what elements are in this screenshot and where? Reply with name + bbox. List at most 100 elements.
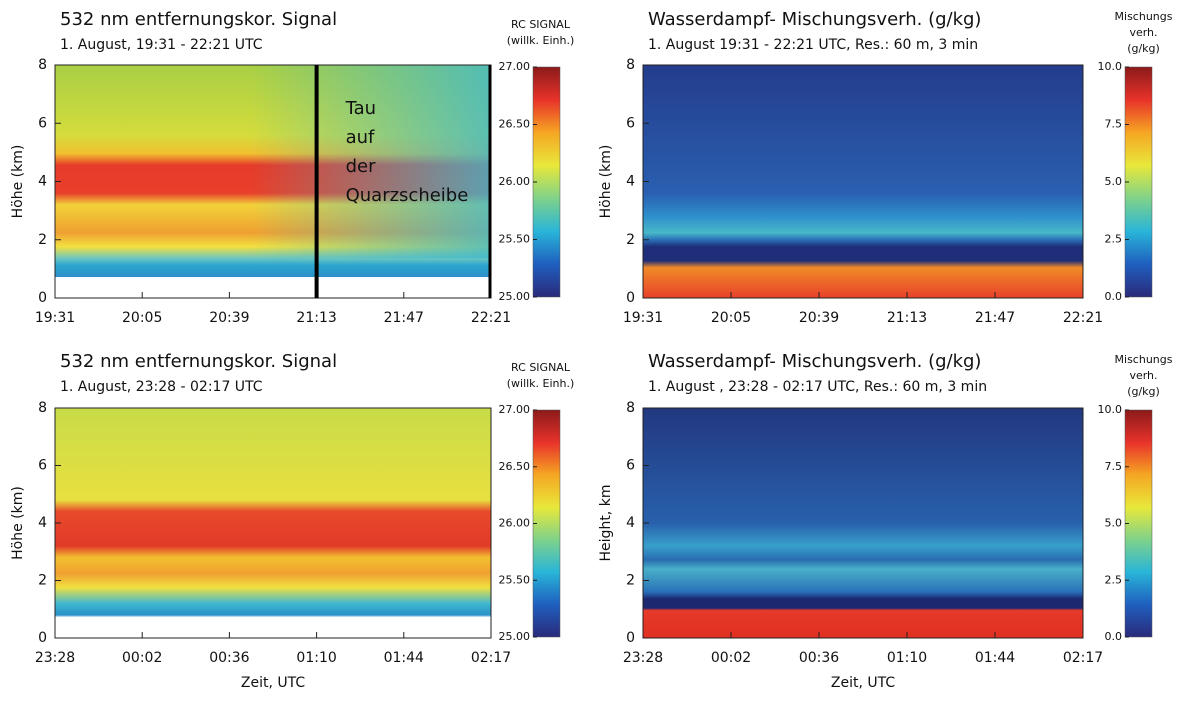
colorbar-tick-label: 25.50 [499,573,531,586]
colorbar-tick-label: 0.0 [1105,630,1123,643]
x-axis-label: Zeit, UTC [241,675,305,691]
chart-title: Wasserdampf- Mischungsverh. (g/kg) [648,9,981,30]
x-tick-label: 23:28 [35,650,75,666]
y-tick-label: 8 [38,400,47,416]
colorbar-label: Mischungs [1115,10,1173,23]
y-axis-label: Höhe (km) [10,145,26,219]
colorbar-tick-label: 26.00 [499,175,531,188]
colorbar-tick-label: 2.5 [1105,233,1123,246]
heatmap-field [643,408,1083,638]
colorbar-tick-label: 26.00 [499,517,531,530]
y-axis-label: Höhe (km) [598,145,614,219]
chart-subtitle: 1. August, 23:28 - 02:17 UTC [60,379,263,395]
x-tick-label: 02:17 [1063,650,1103,666]
y-axis-label: Höhe (km) [10,486,26,560]
annotation: Quarzscheibe [346,185,469,206]
x-tick-label: 23:28 [623,650,663,666]
x-tick-label: 01:10 [296,650,336,666]
y-tick-label: 4 [626,174,635,190]
x-tick-label: 00:36 [799,650,839,666]
chart-title: 532 nm entfernungskor. Signal [60,351,337,372]
y-tick-label: 0 [38,630,47,646]
heatmap-field [55,408,491,638]
colorbar-tick-label: 5.0 [1105,175,1123,188]
colorbar-label: (g/kg) [1127,42,1160,55]
colorbar [1124,66,1153,298]
x-tick-label: 20:05 [711,310,751,326]
colorbar [532,66,561,298]
y-tick-label: 6 [38,458,47,474]
annotation: auf [346,127,375,148]
colorbar-tick-label: 27.00 [499,60,531,73]
y-tick-label: 8 [626,57,635,73]
colorbar-tick-label: 25.50 [499,233,531,246]
colorbar-label: RC SIGNAL [511,18,571,31]
chart-title: Wasserdampf- Mischungsverh. (g/kg) [648,351,981,372]
y-tick-label: 4 [626,515,635,531]
colorbar-tick-label: 5.0 [1105,517,1123,530]
x-tick-label: 22:21 [1063,310,1103,326]
x-tick-label: 01:44 [975,650,1015,666]
y-tick-label: 6 [38,115,47,131]
heatmap-overlay [55,65,491,259]
colorbar-tick-label: 7.5 [1105,118,1123,131]
y-tick-label: 2 [626,573,635,589]
colorbar-tick-label: 10.0 [1098,403,1123,416]
colorbar-label: Mischungs [1115,353,1173,366]
y-tick-label: 0 [626,290,635,306]
y-tick-label: 0 [626,630,635,646]
colorbar-label: (willk. Einh.) [507,34,575,47]
colorbar-tick-label: 2.5 [1105,573,1123,586]
colorbar-tick-label: 27.00 [499,403,531,416]
x-tick-label: 22:21 [471,310,511,326]
chart-title: 532 nm entfernungskor. Signal [60,9,337,30]
chart-subtitle: 1. August 19:31 - 22:21 UTC, Res.: 60 m,… [648,37,978,53]
x-tick-label: 21:13 [296,310,336,326]
y-tick-label: 8 [626,400,635,416]
x-tick-label: 00:02 [122,650,162,666]
x-tick-label: 20:39 [799,310,839,326]
chart-subtitle: 1. August , 23:28 - 02:17 UTC, Res.: 60 … [648,379,987,395]
colorbar-tick-label: 25.00 [499,630,531,643]
heatmap-field [643,65,1083,298]
colorbar [1124,409,1153,638]
y-tick-label: 2 [38,232,47,248]
x-tick-label: 21:47 [384,310,424,326]
x-tick-label: 21:47 [975,310,1015,326]
colorbar-label: (willk. Einh.) [507,377,575,390]
chart-subtitle: 1. August, 19:31 - 22:21 UTC [60,37,263,53]
colorbar-tick-label: 26.50 [499,460,531,473]
y-tick-label: 8 [38,57,47,73]
x-axis-label: Zeit, UTC [831,675,895,691]
x-tick-label: 20:39 [209,310,249,326]
colorbar-label: (g/kg) [1127,385,1160,398]
colorbar [532,409,561,638]
x-tick-label: 00:36 [209,650,249,666]
y-tick-label: 4 [38,515,47,531]
y-tick-label: 6 [626,115,635,131]
x-tick-label: 19:31 [623,310,663,326]
x-tick-label: 20:05 [122,310,162,326]
x-tick-label: 01:10 [887,650,927,666]
annotation: Tau [345,98,376,119]
colorbar-tick-label: 25.00 [499,290,531,303]
annotation: der [346,156,377,177]
colorbar-label: verh. [1129,26,1157,39]
y-tick-label: 2 [38,573,47,589]
y-tick-label: 2 [626,232,635,248]
y-tick-label: 0 [38,290,47,306]
colorbar-label: verh. [1129,369,1157,382]
colorbar-tick-label: 10.0 [1098,60,1123,73]
x-tick-label: 21:13 [887,310,927,326]
x-tick-label: 00:02 [711,650,751,666]
colorbar-tick-label: 7.5 [1105,460,1123,473]
x-tick-label: 01:44 [384,650,424,666]
x-tick-label: 02:17 [471,650,511,666]
y-tick-label: 6 [626,458,635,474]
colorbar-label: RC SIGNAL [511,361,571,374]
y-tick-label: 4 [38,174,47,190]
y-axis-label: Height, km [598,485,614,562]
colorbar-tick-label: 0.0 [1105,290,1123,303]
x-tick-label: 19:31 [35,310,75,326]
